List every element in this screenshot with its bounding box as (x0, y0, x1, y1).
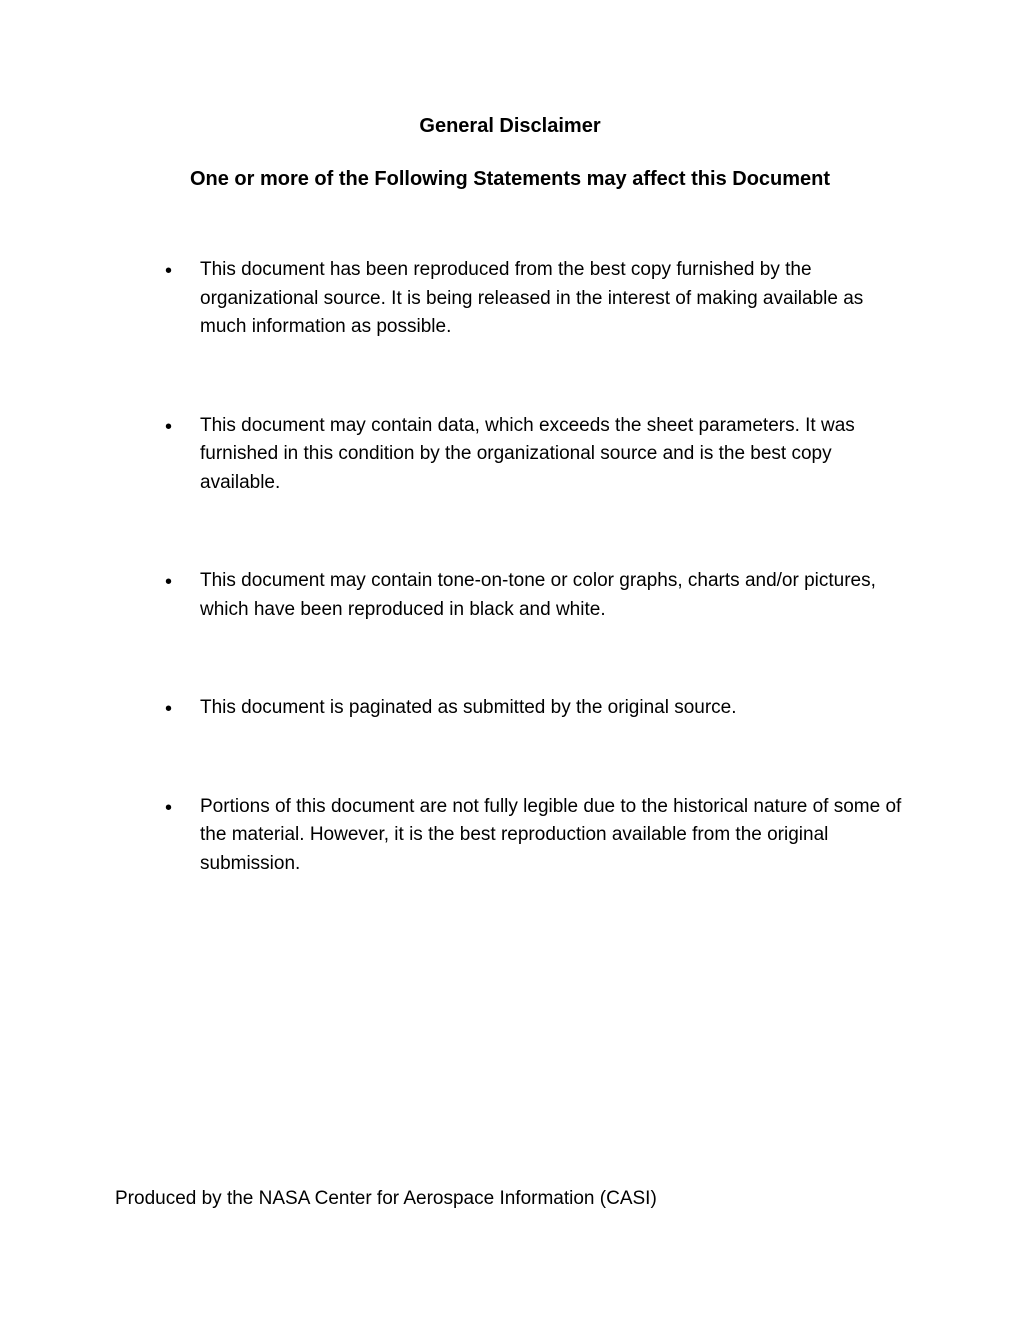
footer-text: Produced by the NASA Center for Aerospac… (115, 1188, 657, 1210)
list-item: This document may contain data, which ex… (165, 412, 905, 498)
disclaimer-list: This document has been reproduced from t… (115, 256, 905, 878)
document-subtitle: One or more of the Following Statements … (115, 168, 905, 191)
document-title: General Disclaimer (115, 115, 905, 138)
list-item: Portions of this document are not fully … (165, 793, 905, 879)
list-item: This document has been reproduced from t… (165, 256, 905, 342)
list-item: This document is paginated as submitted … (165, 694, 905, 723)
list-item: This document may contain tone-on-tone o… (165, 567, 905, 624)
